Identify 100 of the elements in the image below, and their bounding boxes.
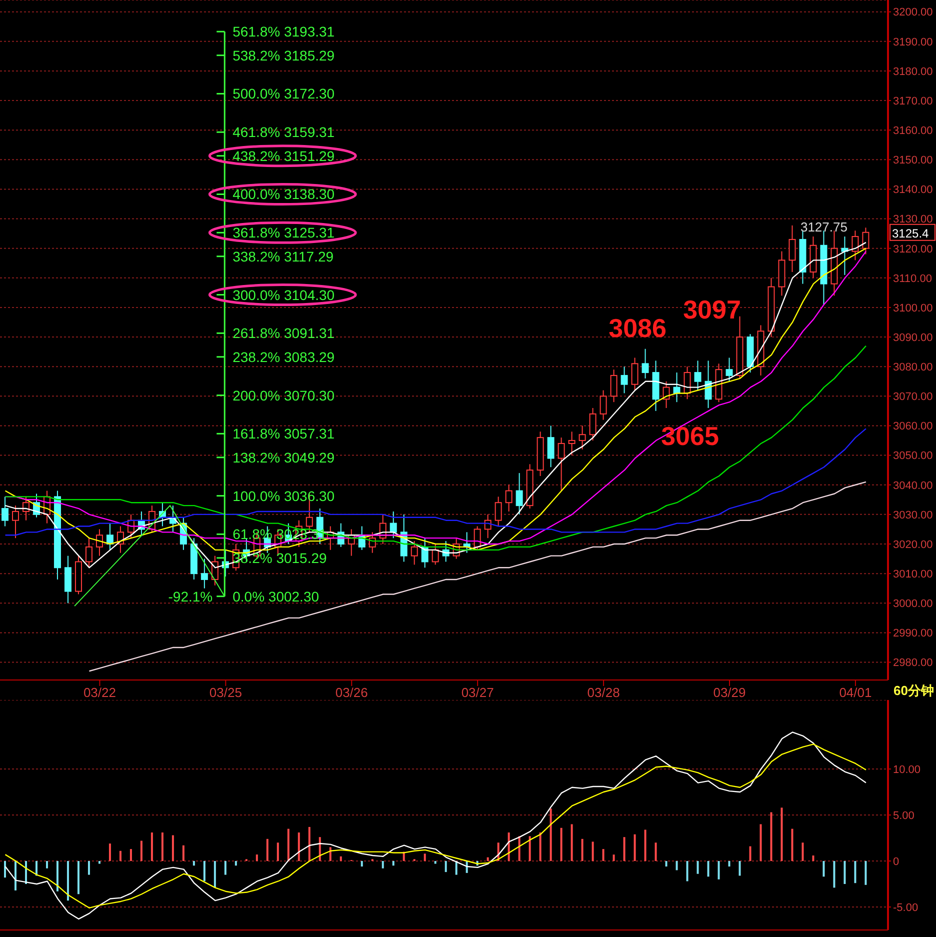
line-series xyxy=(88,481,867,672)
bar xyxy=(98,861,100,864)
y-tick-label: 3000.00 xyxy=(893,598,933,610)
bar xyxy=(634,834,636,861)
y-tick-label: 3060.00 xyxy=(893,420,933,433)
candlestick xyxy=(620,366,628,394)
ref-line-label: 161.8% 3057.31 xyxy=(232,426,335,442)
annotation: 3065 xyxy=(661,420,719,451)
y-tick-label: 3100.00 xyxy=(893,302,933,314)
bar xyxy=(4,861,6,878)
bar xyxy=(434,861,436,864)
annotation: 3127.75 xyxy=(800,219,848,234)
ref-line-label: 0.0% 3002.30 xyxy=(232,588,320,604)
candlestick xyxy=(810,236,817,278)
bar xyxy=(644,830,646,861)
x-tick-label: 03/27 xyxy=(461,685,494,700)
y-tick-label: 3160.00 xyxy=(893,124,933,137)
y-tick-label: 3140.00 xyxy=(893,184,933,196)
ref-line-label: 261.8% 3091.31 xyxy=(232,325,335,342)
ref-line-label: 500.0% 3172.30 xyxy=(232,86,335,102)
bar xyxy=(738,861,741,876)
ref-line-label: 461.8% 3159.31 xyxy=(232,124,335,140)
bar xyxy=(749,846,752,861)
bar xyxy=(728,861,730,867)
bar xyxy=(518,836,520,861)
bar xyxy=(760,824,762,861)
bar xyxy=(602,849,604,861)
candlestick xyxy=(652,360,660,412)
candlestick xyxy=(505,484,512,512)
bar xyxy=(308,826,310,861)
bar xyxy=(119,850,122,861)
bar xyxy=(812,855,814,861)
candlestick xyxy=(778,250,786,296)
ref-line-label: 561.8% 3193.31 xyxy=(232,24,335,40)
bar xyxy=(686,861,688,882)
bar xyxy=(560,828,562,861)
candlestick xyxy=(547,425,554,468)
y-tick-label: -5.00 xyxy=(893,902,918,914)
x-tick-label: 03/26 xyxy=(335,685,368,700)
ref-line-label: 361.8% 3125.31 xyxy=(232,224,335,241)
bar xyxy=(108,844,111,861)
ref-line-label: 100.0% 3036.30 xyxy=(232,488,335,504)
annotation: 3086 xyxy=(608,312,666,343)
text: 60分钟 xyxy=(894,683,934,698)
y-tick-label: 3070.00 xyxy=(893,391,933,404)
bar xyxy=(791,828,794,861)
bar xyxy=(592,842,594,861)
y-tick-label: 3200.00 xyxy=(893,6,933,19)
bar xyxy=(696,861,699,874)
bar xyxy=(424,854,426,861)
candlestick xyxy=(788,224,796,272)
bar xyxy=(182,845,184,861)
candlestick xyxy=(558,437,565,492)
ref-line-label: 200.0% 3070.30 xyxy=(232,387,335,404)
bar xyxy=(802,842,804,861)
ref-line-label: 438.2% 3151.29 xyxy=(232,148,335,164)
bar xyxy=(287,828,290,861)
y-tick-label: 3170.00 xyxy=(893,95,933,108)
bar xyxy=(266,838,268,861)
text: 3125.4 xyxy=(892,226,930,240)
y-tick-label: 3040.00 xyxy=(893,480,933,492)
ref-line-label: 300.0% 3104.30 xyxy=(232,286,335,303)
y-tick-label: 5.00 xyxy=(893,810,914,822)
x-tick-label: 03/22 xyxy=(83,685,116,700)
y-tick-label: 3120.00 xyxy=(893,243,933,256)
ref-line-label: 538.2% 3185.29 xyxy=(232,47,335,64)
y-tick-label: 3150.00 xyxy=(893,154,933,167)
bar xyxy=(329,847,332,861)
bar xyxy=(665,861,668,867)
bar xyxy=(360,861,363,867)
candlestick xyxy=(820,230,828,306)
ref-line-label: 238.2% 3083.29 xyxy=(232,348,335,365)
y-tick-label: 3080.00 xyxy=(893,362,933,374)
bar xyxy=(256,854,258,861)
candlestick xyxy=(536,431,544,476)
bar xyxy=(192,861,195,866)
x-tick-label: 03/28 xyxy=(587,685,620,700)
bar xyxy=(340,856,342,861)
bar xyxy=(864,861,867,885)
bar xyxy=(130,849,132,861)
bar xyxy=(854,861,856,884)
bar xyxy=(234,861,237,866)
bar xyxy=(528,836,531,861)
bar xyxy=(46,861,48,868)
bar xyxy=(88,861,90,875)
bar xyxy=(382,861,384,868)
bar xyxy=(276,842,279,861)
y-tick-label: 3130.00 xyxy=(893,214,933,226)
y-tick-label: 3050.00 xyxy=(893,450,933,462)
y-tick-label: 3110.00 xyxy=(893,272,932,285)
bar xyxy=(581,838,584,861)
candlestick xyxy=(610,369,618,403)
y-tick-label: 3090.00 xyxy=(893,332,933,344)
bar xyxy=(161,832,164,861)
bar xyxy=(318,837,321,861)
ref-line-label: 400.0% 3138.30 xyxy=(232,186,335,202)
bar xyxy=(486,857,489,861)
candlestick xyxy=(642,348,649,379)
bar xyxy=(822,861,825,877)
bar xyxy=(707,861,710,877)
